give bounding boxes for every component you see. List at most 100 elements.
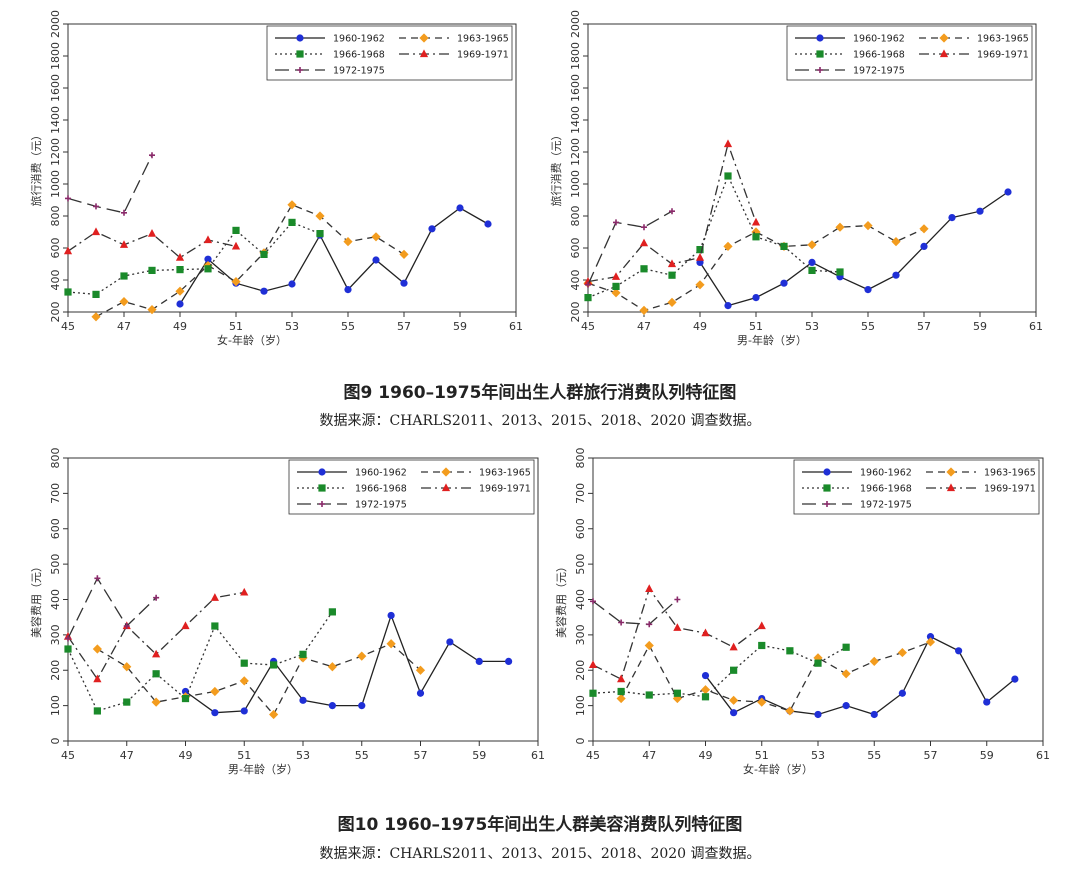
- data-point-1969: [63, 246, 73, 255]
- y-tick-label: 1000: [569, 170, 582, 198]
- data-point-1966: [93, 707, 101, 715]
- legend-label-1963: 1963-1965: [984, 468, 1036, 479]
- series-1966: [64, 218, 324, 298]
- figure10-caption: 图10 1960–1975年间出生人群美容消费队列特征图: [337, 815, 743, 835]
- series-1972: [590, 596, 681, 628]
- x-tick-label: 45: [581, 320, 595, 333]
- data-point-1966: [612, 282, 620, 290]
- y-tick-label: 700: [574, 483, 587, 504]
- data-point-1960: [920, 242, 928, 250]
- data-point-1960: [428, 225, 436, 233]
- data-point-1969: [181, 621, 190, 630]
- y-tick-label: 300: [49, 624, 62, 645]
- y-tick-label: 800: [49, 206, 62, 227]
- data-point-1963: [841, 669, 851, 679]
- y-tick-label: 1200: [569, 138, 582, 166]
- x-tick-label: 57: [397, 320, 411, 333]
- y-axis-label: 美容费用（元）: [554, 561, 568, 638]
- y-tick-label: 300: [574, 624, 587, 645]
- data-point-1963: [897, 647, 907, 658]
- legend-marker-1972: [297, 67, 303, 73]
- data-point-1966: [696, 246, 704, 254]
- data-point-1960: [870, 710, 878, 719]
- data-point-1966: [64, 645, 72, 653]
- data-point-1960: [724, 302, 732, 310]
- data-point-1972: [674, 596, 681, 603]
- data-point-1972: [618, 619, 625, 626]
- x-tick-label: 59: [453, 320, 467, 333]
- y-tick-label: 400: [49, 589, 62, 610]
- data-point-1966: [120, 272, 128, 280]
- legend-label-1966: 1966-1968: [333, 50, 385, 61]
- data-point-1960: [211, 709, 219, 717]
- data-point-1966: [123, 698, 131, 706]
- data-point-1960: [864, 286, 872, 294]
- data-point-1963: [925, 637, 936, 647]
- legend-marker-1960: [816, 34, 824, 42]
- x-tick-label: 51: [755, 749, 769, 762]
- legend-box: [288, 459, 535, 515]
- y-tick-label: 0: [574, 738, 587, 745]
- x-tick-label: 55: [861, 320, 875, 333]
- data-point-1972: [646, 621, 653, 628]
- data-point-1963: [91, 312, 101, 322]
- x-tick-label: 59: [973, 320, 987, 333]
- data-point-1963: [869, 656, 879, 667]
- y-tick-label: 800: [569, 206, 582, 227]
- x-axis-label: 女-年龄（岁）: [743, 762, 813, 776]
- data-point-1963: [92, 644, 102, 654]
- data-point-1963: [695, 280, 705, 290]
- legend-label-1972: 1972-1975: [853, 66, 905, 77]
- series-1963: [583, 221, 929, 315]
- data-point-1963: [371, 232, 381, 242]
- data-point-1966: [724, 172, 732, 180]
- data-point-1960: [344, 286, 352, 294]
- data-point-1963: [835, 222, 845, 232]
- x-tick-label: 47: [120, 749, 134, 762]
- legend-label-1963: 1963-1965: [479, 468, 531, 479]
- data-point-1969: [119, 240, 129, 248]
- y-tick-label: 100: [49, 695, 62, 716]
- series-1969: [63, 587, 249, 683]
- x-tick-label: 53: [805, 320, 819, 333]
- data-point-1969: [673, 623, 682, 631]
- legend-marker-1966: [816, 50, 824, 58]
- data-point-1963: [729, 695, 739, 705]
- y-tick-label: 1600: [49, 74, 62, 102]
- legend-marker-1972: [824, 501, 830, 507]
- y-tick-label: 400: [569, 270, 582, 291]
- series-line-1972: [592, 599, 678, 625]
- series-1960: [181, 611, 513, 717]
- y-tick-label: 200: [49, 302, 62, 323]
- chart-beauty-male: 45 47 49 51 53 55 57 59 61 0 100 200 300 400 500 600 700…: [29, 448, 545, 777]
- series-1963: [91, 200, 409, 322]
- series-line-1972: [67, 154, 153, 214]
- data-point-1969: [729, 642, 738, 651]
- data-point-1963: [616, 693, 626, 704]
- x-tick-label: 61: [1029, 320, 1043, 333]
- data-point-1963: [210, 686, 220, 697]
- data-point-1969: [152, 649, 161, 658]
- series-1969: [588, 584, 766, 683]
- data-point-1963: [315, 211, 325, 221]
- y-tick-label: 0: [49, 738, 62, 745]
- data-point-1966: [240, 659, 248, 667]
- legend-box: [786, 25, 1033, 81]
- legend-label-1966: 1966-1968: [860, 484, 912, 495]
- series-1960: [701, 633, 1019, 719]
- y-tick-label: 1400: [569, 106, 582, 134]
- legend-label-1969: 1969-1971: [457, 50, 509, 61]
- data-point-1966: [152, 670, 160, 678]
- legend: 1960-1962 1963-1965 1966-1968 1969-1971 1972…: [266, 25, 513, 81]
- y-tick-label: 1800: [49, 42, 62, 70]
- figure9-source: 数据来源：CHARLS2011、2013、2015、2018、2020 调查数据…: [319, 413, 761, 429]
- y-tick-label: 500: [574, 554, 587, 575]
- series-1966: [584, 172, 844, 302]
- series-1966: [64, 608, 336, 715]
- data-point-1963: [611, 288, 621, 298]
- y-tick-label: 1400: [49, 106, 62, 134]
- data-point-1972: [123, 623, 130, 630]
- data-point-1960: [372, 256, 380, 264]
- data-point-1966: [842, 643, 850, 651]
- legend-label-1969: 1969-1971: [977, 50, 1029, 61]
